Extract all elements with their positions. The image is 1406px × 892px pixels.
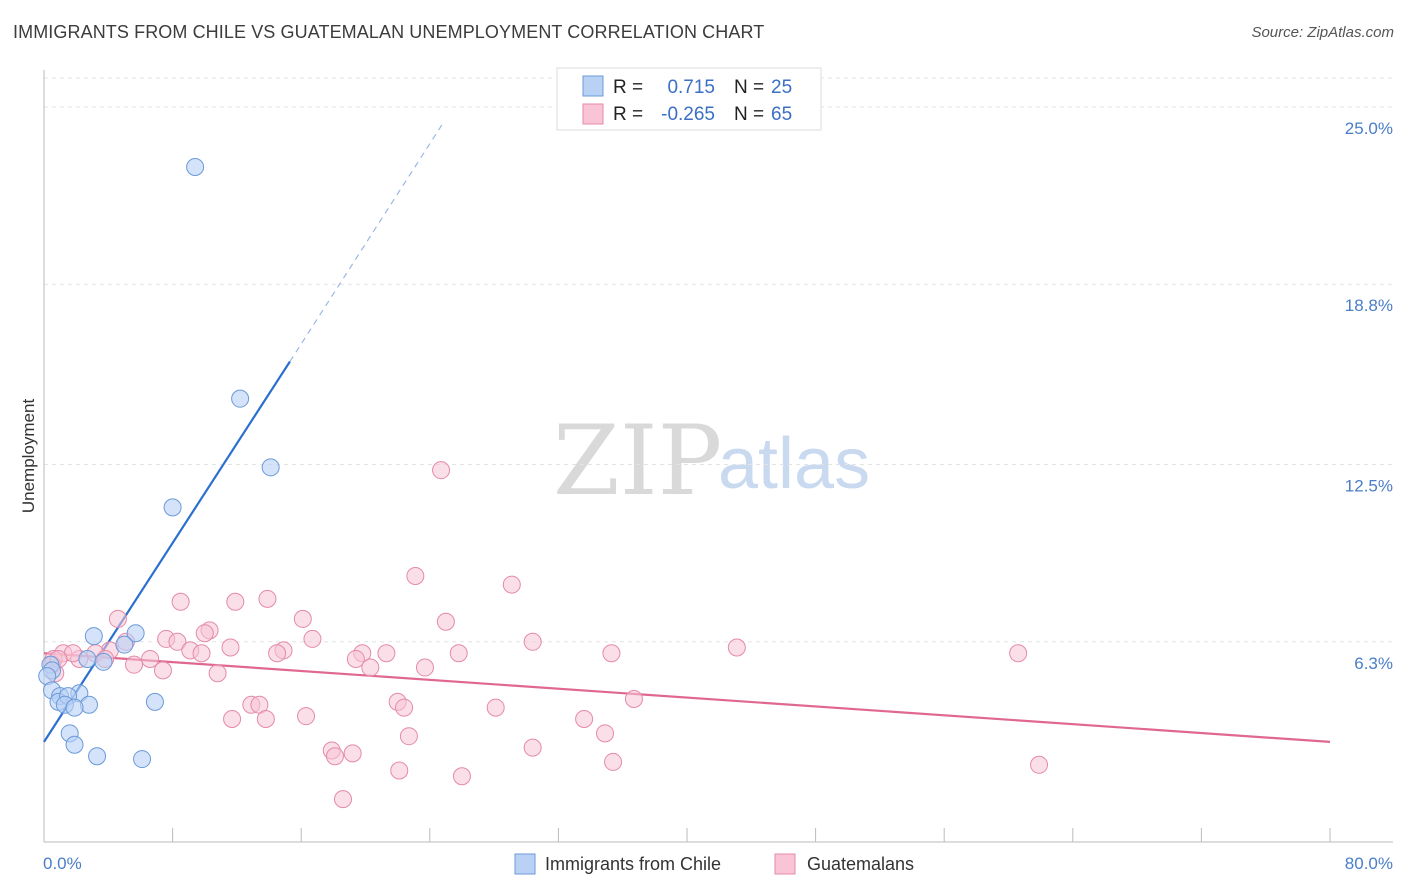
point-guatemalans — [486, 698, 505, 717]
x-tick-label-max: 80.0% — [1345, 854, 1393, 873]
y-tick-label: 25.0% — [1345, 119, 1393, 138]
point-chile — [186, 157, 205, 176]
point-guatemalans — [153, 661, 172, 680]
bottom-legend-label-chile: Immigrants from Chile — [545, 854, 721, 874]
stats-legend: R = 0.715 N = 25 R = -0.265 N = 65 — [556, 67, 822, 131]
point-guatemalans — [346, 649, 365, 668]
point-guatemalans — [432, 461, 451, 480]
point-guatemalans — [125, 655, 144, 674]
point-guatemalans — [108, 609, 127, 628]
chart-title: IMMIGRANTS FROM CHILE VS GUATEMALAN UNEM… — [13, 22, 765, 42]
point-chile — [65, 735, 84, 754]
bottom-legend-label-guatemalans: Guatemalans — [807, 854, 914, 874]
legend-r-value-chile: 0.715 — [667, 77, 715, 98]
data-points — [38, 157, 1049, 809]
point-guatemalans — [436, 612, 455, 631]
point-chile — [84, 627, 103, 646]
axes: 6.3% 12.5% 18.8% 25.0% — [43, 70, 1393, 843]
point-guatemalans — [226, 592, 245, 611]
legend-swatch-guatemalans — [582, 103, 604, 125]
gridlines — [44, 77, 1393, 643]
legend-r-label-guatemalans: R = — [613, 104, 643, 125]
point-guatemalans — [195, 624, 214, 643]
point-chile — [65, 698, 84, 717]
point-guatemalans — [325, 747, 344, 766]
point-guatemalans — [624, 690, 643, 709]
point-guatemalans — [293, 609, 312, 628]
trend-lines — [43, 120, 1331, 744]
trend-line-chile-extension — [289, 120, 445, 362]
point-chile — [94, 652, 113, 671]
point-guatemalans — [399, 727, 418, 746]
point-guatemalans — [223, 710, 242, 729]
point-chile — [78, 649, 97, 668]
trend-line-guatemalans — [43, 652, 1331, 744]
point-guatemalans — [1030, 755, 1049, 774]
point-guatemalans — [1009, 644, 1028, 663]
point-guatemalans — [268, 644, 287, 663]
point-guatemalans — [395, 698, 414, 717]
point-guatemalans — [502, 575, 521, 594]
point-chile — [115, 635, 134, 654]
y-tick-label: 6.3% — [1354, 654, 1393, 673]
y-tick-label: 18.8% — [1345, 296, 1393, 315]
point-guatemalans — [727, 638, 746, 657]
y-axis-label: Unemployment — [19, 399, 38, 514]
point-guatemalans — [141, 649, 160, 668]
legend-n-value-guatemalans: 65 — [771, 104, 792, 125]
point-guatemalans — [303, 629, 322, 648]
series-legend: Immigrants from Chile Guatemalans — [514, 853, 914, 875]
point-guatemalans — [208, 664, 227, 683]
legend-n-label-chile: N = — [734, 77, 764, 98]
point-guatemalans — [256, 710, 275, 729]
point-guatemalans — [171, 592, 190, 611]
point-guatemalans — [168, 632, 187, 651]
point-guatemalans — [192, 644, 211, 663]
legend-r-value-guatemalans: -0.265 — [661, 104, 715, 125]
point-chile — [231, 389, 250, 408]
point-guatemalans — [221, 638, 240, 657]
source-credit: Source: ZipAtlas.com — [1251, 24, 1394, 41]
point-chile — [88, 747, 107, 766]
legend-r-label-chile: R = — [613, 77, 643, 98]
point-chile — [126, 624, 145, 643]
point-guatemalans — [602, 644, 621, 663]
legend-n-label-guatemalans: N = — [734, 104, 764, 125]
point-guatemalans — [575, 710, 594, 729]
point-guatemalans — [361, 658, 380, 677]
point-guatemalans — [523, 632, 542, 651]
point-guatemalans — [415, 658, 434, 677]
point-guatemalans — [596, 724, 615, 743]
x-tick-label-min: 0.0% — [43, 854, 82, 873]
point-chile — [261, 458, 280, 477]
point-chile — [145, 692, 164, 711]
point-guatemalans — [604, 752, 623, 771]
point-guatemalans — [449, 644, 468, 663]
point-guatemalans — [406, 567, 425, 586]
legend-n-value-chile: 25 — [771, 77, 792, 98]
point-guatemalans — [297, 707, 316, 726]
point-guatemalans — [258, 589, 277, 608]
legend-swatch-chile — [582, 75, 604, 97]
trend-line-chile — [43, 360, 291, 743]
point-guatemalans — [333, 790, 352, 809]
point-chile — [163, 498, 182, 517]
point-guatemalans — [343, 744, 362, 763]
watermark-zip: ZIP — [553, 405, 722, 517]
y-tick-label: 12.5% — [1345, 476, 1393, 495]
point-guatemalans — [377, 644, 396, 663]
bottom-legend-swatch-chile — [514, 853, 536, 875]
point-guatemalans — [390, 761, 409, 780]
point-guatemalans — [523, 738, 542, 757]
point-guatemalans — [452, 767, 471, 786]
bottom-legend-swatch-guatemalans — [774, 853, 796, 875]
point-chile — [133, 750, 152, 769]
